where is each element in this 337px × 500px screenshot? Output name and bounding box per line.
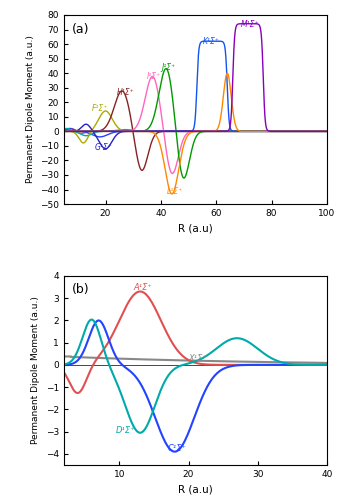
Text: F¹Σ⁺: F¹Σ⁺: [92, 104, 108, 113]
Text: G¹Σ⁺: G¹Σ⁺: [94, 144, 112, 152]
Text: (a): (a): [72, 22, 89, 36]
X-axis label: R (a.u): R (a.u): [178, 484, 213, 494]
Text: I¹Σ⁺: I¹Σ⁺: [147, 72, 161, 81]
Text: J¹Σ⁺: J¹Σ⁺: [161, 64, 175, 72]
Y-axis label: Permanent Dipole Moment (a.u.): Permanent Dipole Moment (a.u.): [31, 296, 40, 444]
Text: (b): (b): [72, 284, 90, 296]
Text: H¹Σ⁺: H¹Σ⁺: [117, 88, 134, 97]
Text: D¹Σ⁺: D¹Σ⁺: [116, 426, 135, 434]
Text: K¹Σ⁺: K¹Σ⁺: [203, 37, 219, 46]
Text: C¹Σ⁺: C¹Σ⁺: [168, 444, 187, 452]
Text: A¹Σ⁺: A¹Σ⁺: [133, 284, 152, 292]
Text: M¹Σ⁺: M¹Σ⁺: [241, 20, 259, 28]
Text: X¹Σ⁺: X¹Σ⁺: [188, 354, 207, 363]
Y-axis label: Permanent Dipole Moment (a.u.): Permanent Dipole Moment (a.u.): [26, 36, 35, 184]
X-axis label: R (a.u): R (a.u): [178, 224, 213, 234]
Text: L¹Σ⁺: L¹Σ⁺: [166, 187, 183, 196]
